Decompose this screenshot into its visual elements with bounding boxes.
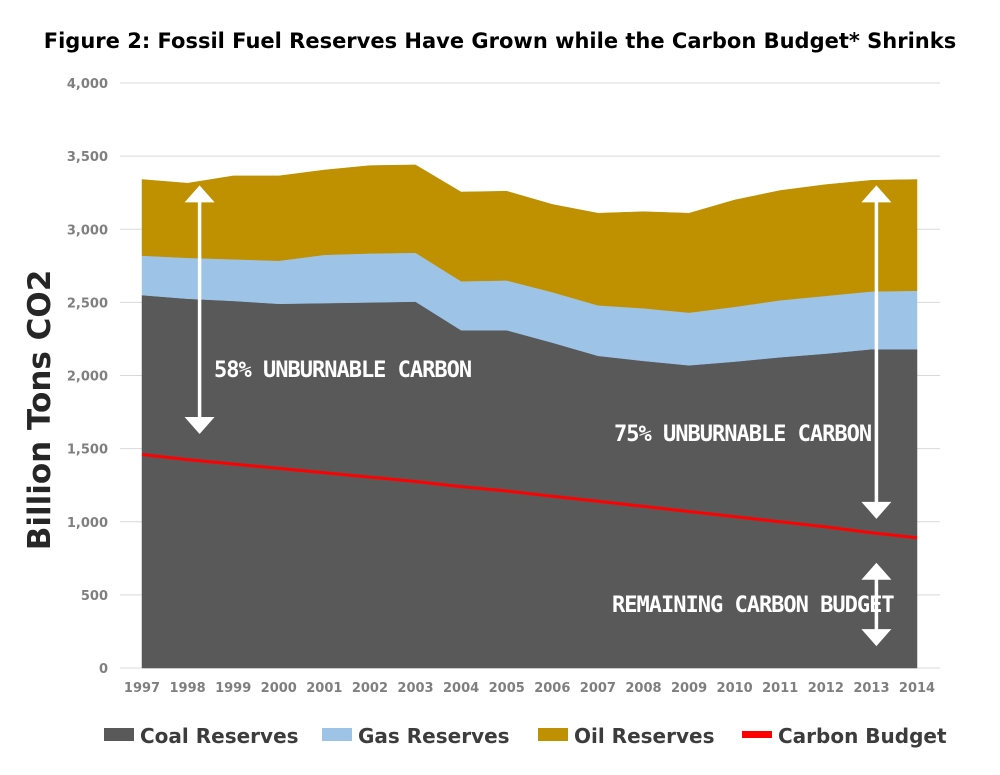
x-tick-label: 2006 [534, 681, 570, 696]
arrow-head-down [861, 501, 892, 519]
gas-reserves-legend-label: Gas Reserves [358, 724, 510, 748]
arrow-head-up [861, 562, 892, 580]
chart-title: Figure 2: Fossil Fuel Reserves Have Grow… [44, 29, 956, 53]
x-tick-label: 1998 [169, 681, 205, 696]
x-tick-label: 2009 [671, 681, 707, 696]
y-tick-label: 1,500 [67, 443, 108, 458]
x-tick-label: 2011 [762, 681, 798, 696]
y-tick-label: 3,000 [67, 223, 108, 238]
oil-reserves-legend-swatch [538, 728, 568, 741]
x-tick-label: 1997 [124, 681, 160, 696]
legend: Coal Reserves Gas Reserves Oil Reserves Car… [104, 724, 947, 748]
gas-reserves-legend-swatch [322, 728, 352, 741]
carbon-budget-legend-label: Carbon Budget [778, 724, 947, 748]
stacked-areas [141, 164, 918, 669]
x-tick-label: 1999 [215, 681, 251, 696]
x-tick-label: 2005 [489, 681, 525, 696]
x-tick-label: 2003 [397, 681, 433, 696]
y-axis-label: Billion Tons CO2 [22, 270, 58, 551]
x-tick-label: 2000 [261, 681, 297, 696]
x-tick-label: 2013 [853, 681, 889, 696]
arrow-head-up [184, 185, 215, 203]
coal-reserves-legend-swatch [104, 728, 134, 741]
y-tick-label: 1,000 [67, 516, 108, 531]
oil-reserves-area [141, 164, 918, 313]
coal-reserves-legend-label: Coal Reserves [140, 724, 299, 748]
y-tick-label: 3,500 [67, 150, 108, 165]
arrow-head-up [861, 185, 892, 203]
y-tick-label: 4,000 [67, 77, 108, 92]
y-tick-label: 500 [81, 589, 108, 604]
x-tick-label: 2012 [808, 681, 844, 696]
carbon-budget-legend-swatch [742, 731, 772, 738]
annotation-label: REMAINING CARBON BUDGET [612, 593, 894, 618]
annotation-label: 75% UNBURNABLE CARBON [614, 422, 871, 447]
x-axis-ticks: 1997 1998 1999 2000 2001 2002 2003 2004 2005 2006… [124, 681, 935, 696]
y-tick-label: 2,000 [67, 370, 108, 385]
arrow-head-down [184, 417, 215, 434]
x-tick-label: 2010 [717, 681, 753, 696]
y-axis-ticks: 0 500 1,000 1,500 2,000 2,500 3,000 3,500 4,000 [67, 77, 108, 677]
x-tick-label: 2008 [625, 681, 661, 696]
x-tick-label: 2004 [443, 681, 479, 696]
x-tick-label: 2002 [352, 681, 388, 696]
y-tick-label: 0 [99, 662, 108, 677]
x-tick-label: 2014 [899, 681, 935, 696]
arrow-head-down [861, 629, 892, 647]
x-tick-label: 2001 [306, 681, 342, 696]
y-tick-label: 2,500 [67, 296, 108, 311]
carbon-budget-line [141, 453, 918, 540]
x-tick-label: 2007 [580, 681, 616, 696]
annotations: 58% UNBURNABLE CARBON 75% UNBURNABLE CARB… [184, 185, 895, 647]
carbon-budget-line-path [141, 453, 918, 540]
oil-reserves-legend-label: Oil Reserves [574, 724, 714, 748]
annotation-label: 58% UNBURNABLE CARBON [214, 358, 471, 383]
